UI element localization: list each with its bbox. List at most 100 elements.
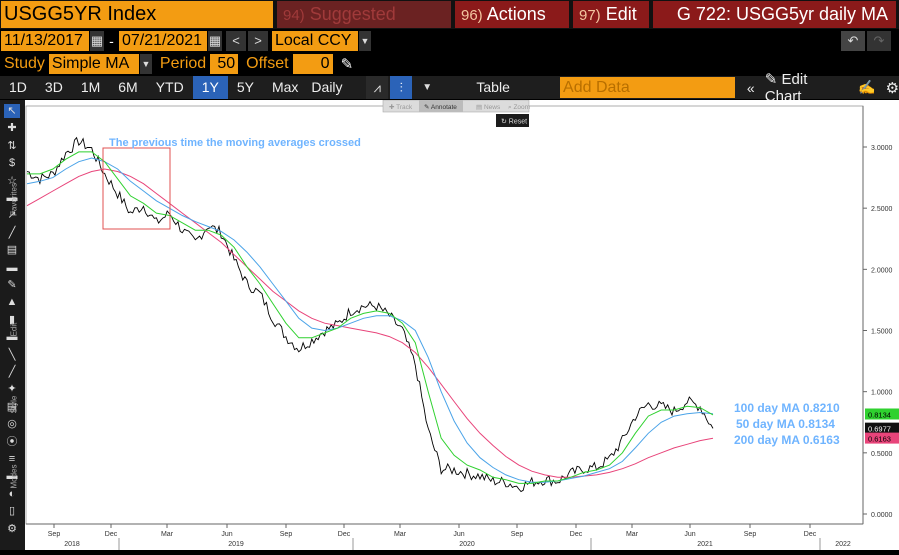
frequency-select[interactable]: Daily ▼ [307, 76, 364, 118]
collapse-icon[interactable]: « [746, 79, 755, 96]
gear-icon[interactable]: ⚙ [7, 522, 17, 535]
bar-chart-icon[interactable]: ⫶ [390, 76, 413, 99]
table-icon[interactable]: ▤ [6, 400, 18, 413]
x-tick-label: Mar [161, 531, 174, 538]
hline-icon[interactable]: ▬ [6, 261, 18, 274]
line-chart-icon[interactable]: ⩘ [366, 76, 389, 99]
period-tab-1m[interactable]: 1M [80, 79, 101, 95]
edit-menu[interactable]: 97) Edit ▼ [573, 1, 649, 51]
sidebar-section-label: Style [9, 395, 19, 414]
triangle-icon[interactable]: ▲ [6, 296, 18, 309]
reset-button-bg[interactable] [496, 114, 529, 127]
redo-icon[interactable]: ↷ [867, 31, 891, 51]
period-tab-6m[interactable]: 6M [118, 79, 138, 95]
offset-input[interactable]: 0 [292, 54, 333, 74]
x-tick-label: Dec [804, 531, 817, 538]
x-tick-label: Sep [744, 531, 757, 538]
sparkle-icon[interactable]: ✦ [7, 383, 17, 396]
period-input[interactable]: 50 [210, 54, 239, 74]
title-bar: USGG5YR Index 94) Suggested Charts 96) A… [0, 0, 899, 52]
band-icon[interactable]: ▬ [6, 470, 18, 483]
x-year-label: 2018 [64, 541, 80, 548]
add-data-input[interactable]: Add Data [560, 77, 735, 98]
x-tick-label: Jun [684, 531, 695, 538]
menu-number: 94) [283, 7, 305, 24]
frequency-label: Daily [311, 79, 343, 95]
period-tab-3d[interactable]: 3D [44, 79, 63, 95]
y-tick-label: 2.0000 [871, 267, 893, 274]
track-tool-button[interactable]: ✚ Track [389, 103, 413, 111]
panel-icon[interactable]: ▯ [8, 505, 16, 518]
rectangle-icon[interactable]: ▬ [6, 192, 18, 204]
pencil-icon[interactable]: ✎ [340, 56, 354, 73]
actions-menu[interactable]: 96) Actions ▼ [455, 1, 569, 51]
period-tab-ytd[interactable]: YTD [155, 79, 184, 95]
x-tick-label: Sep [511, 531, 524, 538]
line-icon[interactable]: ▬ [6, 331, 18, 344]
prev-period-button[interactable]: < [226, 31, 246, 51]
gear-icon[interactable]: ⚙ [885, 79, 899, 97]
last-value-tag-label: 0.6163 [868, 435, 891, 444]
study-select[interactable]: Simple MA [48, 54, 139, 74]
target-icon[interactable]: ◎ [7, 418, 17, 431]
sort-icon[interactable]: ⇅ [7, 139, 17, 152]
trend-line-icon[interactable]: ╱ [8, 226, 16, 239]
cursor-icon[interactable]: ↖ [4, 104, 20, 118]
contrast-icon[interactable]: ◐ [8, 487, 16, 500]
end-date-input[interactable]: 07/21/2021 [119, 31, 207, 51]
chart-tool-sidebar: ↖ ✚ ⇅ $ ☆ ▬ ↗ ╱ ▤ ▬ ✎ ▲ ▮ ▬ ╲ ╱ ✦ ▤ ◎ ⦿ ≡ ▬ ◐ ▯ ⚙ Favorites Edit St… [0, 100, 25, 550]
x-year-label: 2019 [228, 541, 244, 548]
legend-entry: 50 day MA 0.8134 [736, 417, 835, 431]
period-tab-1y[interactable]: 1Y [192, 76, 228, 99]
edit-layout-icon[interactable]: ✍ [858, 79, 876, 95]
currency-select[interactable]: Local CCY [272, 31, 358, 51]
sidebar-section-label: Favorites [9, 183, 19, 216]
ray-icon[interactable]: ╱ [8, 366, 16, 378]
bar-icon[interactable]: ▮ [8, 313, 16, 326]
chevron-down-icon[interactable]: ▼ [139, 54, 152, 74]
diagonal-icon[interactable]: ╲ [8, 348, 16, 361]
x-tick-label: Dec [338, 531, 351, 538]
next-period-button[interactable]: > [248, 31, 268, 51]
period-label: Period [159, 55, 207, 72]
calendar-icon[interactable]: ▦ [90, 31, 104, 51]
dollar-icon[interactable]: $ [8, 157, 16, 170]
last-value-tag-label: 0.6977 [868, 425, 891, 434]
chart-panel[interactable]: 3.0000 2.5000 2.0000 1.5000 1.0000 0.5000 0.00… [0, 99, 899, 550]
chevron-down-icon[interactable]: ▼ [359, 31, 371, 51]
calendar-icon[interactable]: ▦ [208, 31, 222, 51]
ma50-series-line [27, 151, 714, 484]
ma100-series-line [26, 157, 714, 483]
period-tab-5y[interactable]: 5Y [236, 79, 254, 95]
reset-button[interactable]: ↻ Reset [501, 119, 527, 126]
date-range-bar: 11/13/2017 ▦ - 07/21/2021 ▦ < > Local CC… [0, 30, 899, 52]
zoom-tool-button[interactable]: ⌕ Zoom [508, 104, 530, 111]
table-button[interactable]: Table [476, 79, 510, 95]
chart-annotation: The previous time the moving averages cr… [109, 137, 361, 149]
plot-area[interactable] [25, 105, 864, 525]
period-tab-max[interactable]: Max [271, 79, 299, 95]
last-value-tag [865, 422, 899, 434]
annotate-tool-active [419, 100, 463, 112]
suggested-charts-menu[interactable]: 94) Suggested Charts [277, 1, 451, 52]
crosshair-icon[interactable]: ✚ [7, 122, 17, 135]
chart-title: G 722: USGG5yr daily MA [653, 1, 896, 28]
security-field[interactable]: USGG5YR Index [1, 1, 273, 28]
list-icon[interactable]: ≡ [8, 453, 16, 465]
undo-icon[interactable]: ↶ [841, 31, 865, 51]
y-tick-label: 3.0000 [871, 145, 893, 152]
chevron-down-icon[interactable]: ▼ [422, 82, 433, 93]
star-icon[interactable]: ☆ [7, 174, 17, 187]
chart-toolbar: 1D 3D 1M 6M YTD 1Y 5Y Max Daily ▼ ⩘ ⫶ ▼ Table A… [0, 71, 899, 118]
start-date-input[interactable]: 11/13/2017 [1, 31, 89, 51]
arrow-icon[interactable]: ↗ [7, 209, 17, 222]
radio-icon[interactable]: ⦿ [6, 435, 18, 448]
period-tab-1d[interactable]: 1D [9, 79, 27, 95]
y-tick-label: 1.0000 [871, 390, 893, 397]
chart-svg[interactable]: 3.0000 2.5000 2.0000 1.5000 1.0000 0.5000 0.00… [0, 99, 899, 550]
grid-icon[interactable]: ▤ [6, 244, 18, 257]
x-year-label: 2022 [835, 541, 851, 548]
pencil-icon[interactable]: ✎ [7, 279, 17, 291]
news-tool-button[interactable]: ▤ News [476, 104, 501, 111]
annotate-tool-button[interactable]: ✎ Annotate [424, 104, 457, 111]
